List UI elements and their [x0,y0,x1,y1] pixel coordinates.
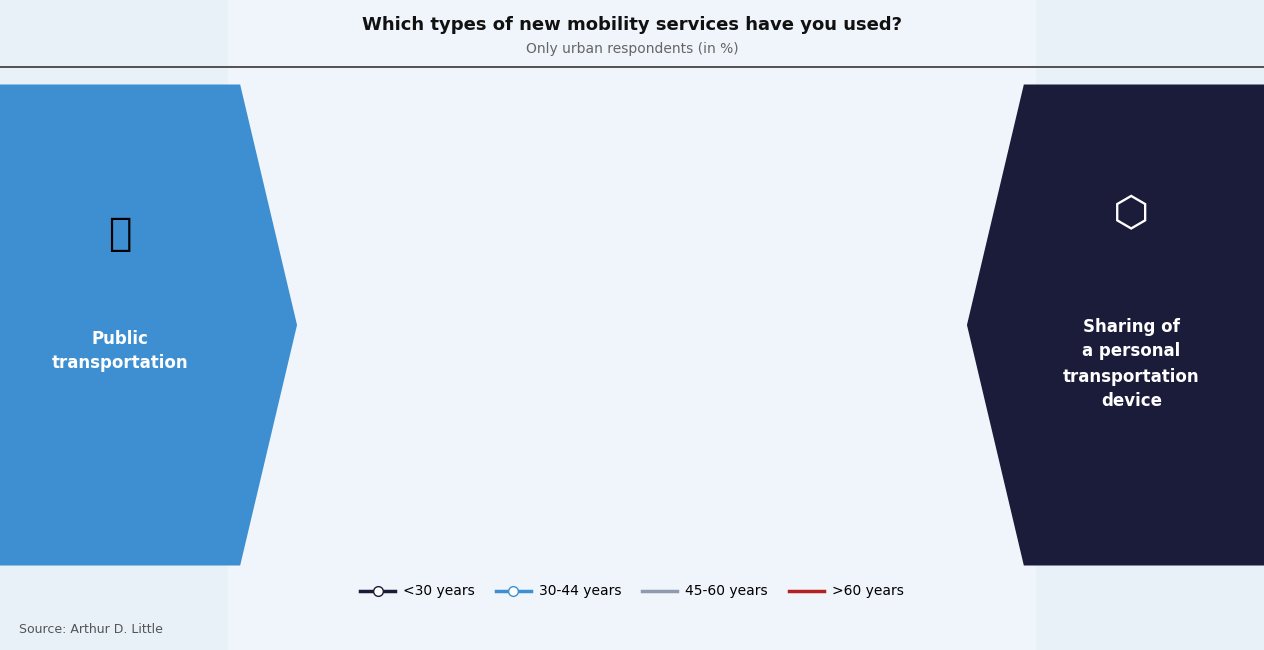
Text: Car sharing: Car sharing [902,488,980,500]
Text: Public
transportation: Public transportation [52,330,188,372]
Legend: <30 years, 30-44 years, 45-60 years, >60 years: <30 years, 30-44 years, 45-60 years, >60… [355,579,909,604]
Text: Sharing of
a personal
transportation
device: Sharing of a personal transportation dev… [1063,317,1200,411]
Text: Only urban respondents (in %): Only urban respondents (in %) [526,42,738,57]
Text: ⬡: ⬡ [1114,194,1149,235]
Text: 🚌: 🚌 [109,215,131,253]
Text: Which types of new mobility services have you used?: Which types of new mobility services hav… [362,16,902,34]
Text: Ride hailing: Ride hailing [593,0,671,13]
Text: Source: Arthur D. Little: Source: Arthur D. Little [19,623,163,636]
Text: Local train service: Local train service [240,176,362,188]
Text: Local underground/
metro, tram, bus service: Local underground/ metro, tram, bus serv… [197,479,362,509]
Text: Ride sharing: Ride sharing [902,176,986,188]
